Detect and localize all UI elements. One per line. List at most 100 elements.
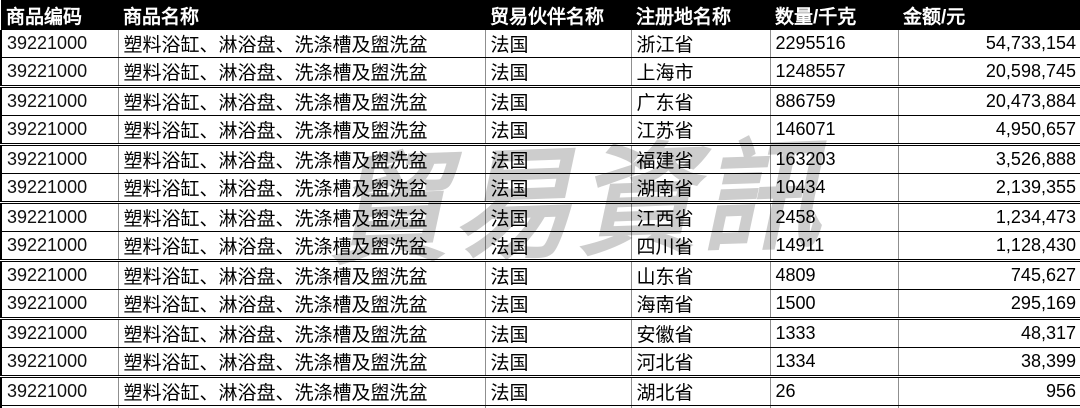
cell-amount[interactable]: 54,733,154 [898, 30, 1080, 58]
cell-product-code[interactable]: 39221000 [0, 86, 119, 116]
cell-trade-partner[interactable]: 法国 [485, 376, 632, 406]
cell-trade-partner[interactable]: 法国 [485, 30, 632, 58]
table-row: 39221000 塑料浴缸、淋浴盘、洗涤槽及盥洗盆 法国 海南省 1500 295,169 [0, 289, 1080, 320]
cell-quantity[interactable]: 14911 [770, 231, 899, 262]
cell-amount[interactable]: 2,139,355 [898, 173, 1080, 204]
cell-product-name[interactable]: 塑料浴缸、淋浴盘、洗涤槽及盥洗盆 [118, 347, 486, 378]
table-row: 39221000 塑料浴缸、淋浴盘、洗涤槽及盥洗盆 法国 广东省 886759 20,47… [0, 86, 1080, 116]
cell-trade-partner[interactable]: 法国 [485, 86, 632, 116]
cell-amount[interactable]: 956 [898, 376, 1080, 406]
cell-product-code[interactable]: 39221000 [0, 347, 119, 378]
cell-product-code[interactable]: 39221000 [0, 144, 119, 174]
cell-product-name[interactable]: 塑料浴缸、淋浴盘、洗涤槽及盥洗盆 [118, 173, 486, 204]
cell-product-name[interactable]: 塑料浴缸、淋浴盘、洗涤槽及盥洗盆 [118, 376, 486, 406]
cell-region[interactable]: 江苏省 [631, 115, 771, 146]
cell-product-name[interactable]: 塑料浴缸、淋浴盘、洗涤槽及盥洗盆 [118, 202, 486, 232]
cell-amount[interactable]: 20,473,884 [898, 86, 1080, 116]
cell-amount[interactable]: 1,128,430 [898, 231, 1080, 262]
col-header-product-code[interactable]: 商品编码 [1, 0, 118, 30]
cell-product-name[interactable]: 塑料浴缸、淋浴盘、洗涤槽及盥洗盆 [118, 405, 486, 408]
cell-product-code[interactable]: 39221000 [0, 376, 119, 406]
col-header-region[interactable]: 注册地名称 [631, 0, 770, 30]
cell-trade-partner[interactable]: 法国 [485, 144, 632, 174]
cell-product-name[interactable]: 塑料浴缸、淋浴盘、洗涤槽及盥洗盆 [118, 231, 486, 262]
cell-trade-partner[interactable]: 法国 [485, 57, 632, 88]
cell-trade-partner[interactable]: 法国 [485, 405, 632, 408]
cell-product-code[interactable]: 39221000 [0, 30, 119, 58]
cell-amount[interactable]: 4,950,657 [898, 115, 1080, 146]
cell-product-name[interactable]: 塑料浴缸、淋浴盘、洗涤槽及盥洗盆 [118, 30, 486, 58]
cell-quantity[interactable]: 10434 [770, 173, 899, 204]
cell-quantity[interactable]: 163203 [770, 144, 899, 174]
cell-quantity[interactable]: 4809 [770, 260, 899, 290]
cell-product-code[interactable]: 39221000 [0, 173, 119, 204]
cell-quantity[interactable]: 1333 [770, 318, 899, 348]
cell-product-name[interactable]: 塑料浴缸、淋浴盘、洗涤槽及盥洗盆 [118, 260, 486, 290]
cell-quantity[interactable]: 1334 [770, 347, 899, 378]
cell-trade-partner[interactable]: 法国 [485, 260, 632, 290]
cell-quantity[interactable]: 26 [770, 376, 899, 406]
cell-amount[interactable]: 1,234,473 [898, 202, 1080, 232]
table-row: 39221000 塑料浴缸、淋浴盘、洗涤槽及盥洗盆 法国 湖北省 26 956 [0, 376, 1080, 406]
cell-quantity[interactable]: 1248557 [770, 57, 899, 88]
cell-region[interactable]: 福建省 [631, 144, 771, 174]
cell-region[interactable]: 江西省 [631, 202, 771, 232]
cell-product-code[interactable]: 39221000 [0, 318, 119, 348]
cell-product-code[interactable]: 39221000 [0, 202, 119, 232]
cell-product-code[interactable]: 39221000 [0, 231, 119, 262]
cell-amount[interactable]: 38,399 [898, 347, 1080, 378]
col-header-product-name[interactable]: 商品名称 [118, 0, 485, 30]
col-header-quantity[interactable]: 数量/千克 [770, 0, 898, 30]
cell-quantity[interactable]: 2295516 [770, 30, 899, 58]
cell-trade-partner[interactable]: 法国 [485, 231, 632, 262]
cell-quantity[interactable]: 2458 [770, 202, 899, 232]
cell-region[interactable]: 海南省 [631, 289, 771, 320]
cell-product-code[interactable]: 39221000 [0, 260, 119, 290]
cell-trade-partner[interactable]: 法国 [485, 202, 632, 232]
cell-trade-partner[interactable]: 法国 [485, 347, 632, 378]
cell-region[interactable]: 湖北省 [631, 376, 771, 406]
cell-amount[interactable]: 20,598,745 [898, 57, 1080, 88]
table-row: 39221000 塑料浴缸、淋浴盘、洗涤槽及盥洗盆 法国 上海市 1248557 20,5… [0, 57, 1080, 88]
cell-region[interactable]: 浙江省 [631, 30, 771, 58]
cell-quantity[interactable]: 1500 [770, 289, 899, 320]
cell-region[interactable]: 湖南省 [631, 173, 771, 204]
cell-product-code[interactable]: 39221000 [0, 57, 119, 88]
cell-amount[interactable]: 48,317 [898, 318, 1080, 348]
cell-region[interactable]: 广东省 [631, 86, 771, 116]
cell-quantity[interactable]: 4 [770, 405, 899, 408]
table-row: 39221000 塑料浴缸、淋浴盘、洗涤槽及盥洗盆 法国 安徽省 1333 48,317 [0, 318, 1080, 348]
cell-product-name[interactable]: 塑料浴缸、淋浴盘、洗涤槽及盥洗盆 [118, 115, 486, 146]
cell-region[interactable]: 山东省 [631, 260, 771, 290]
cell-amount[interactable]: 3,526,888 [898, 144, 1080, 174]
cell-region[interactable]: 河北省 [631, 347, 771, 378]
cell-product-name[interactable]: 塑料浴缸、淋浴盘、洗涤槽及盥洗盆 [118, 144, 486, 174]
cell-product-name[interactable]: 塑料浴缸、淋浴盘、洗涤槽及盥洗盆 [118, 289, 486, 320]
cell-region[interactable]: 黑龙江省 [631, 405, 771, 408]
table-row: 39221000 塑料浴缸、淋浴盘、洗涤槽及盥洗盆 法国 山东省 4809 745,627 [0, 260, 1080, 290]
cell-amount[interactable]: 295,169 [898, 289, 1080, 320]
col-header-trade-partner[interactable]: 贸易伙伴名称 [485, 0, 631, 30]
cell-region[interactable]: 上海市 [631, 57, 771, 88]
cell-product-code[interactable]: 39221000 [0, 289, 119, 320]
cell-trade-partner[interactable]: 法国 [485, 173, 632, 204]
cell-amount[interactable]: 357 [898, 405, 1080, 408]
table-row: 39221000 塑料浴缸、淋浴盘、洗涤槽及盥洗盆 法国 四川省 14911 1,128,… [0, 231, 1080, 262]
table-body: 39221000 塑料浴缸、淋浴盘、洗涤槽及盥洗盆 法国 浙江省 2295516 54,7… [0, 30, 1080, 408]
cell-product-code[interactable]: 39221000 [0, 405, 119, 408]
cell-product-name[interactable]: 塑料浴缸、淋浴盘、洗涤槽及盥洗盆 [118, 57, 486, 88]
cell-region[interactable]: 四川省 [631, 231, 771, 262]
cell-trade-partner[interactable]: 法国 [485, 318, 632, 348]
cell-product-name[interactable]: 塑料浴缸、淋浴盘、洗涤槽及盥洗盆 [118, 318, 486, 348]
cell-product-code[interactable]: 39221000 [0, 115, 119, 146]
cell-region[interactable]: 安徽省 [631, 318, 771, 348]
cell-trade-partner[interactable]: 法国 [485, 115, 632, 146]
cell-product-name[interactable]: 塑料浴缸、淋浴盘、洗涤槽及盥洗盆 [118, 86, 486, 116]
col-header-amount[interactable]: 金额/元 [898, 0, 1080, 30]
cell-amount[interactable]: 745,627 [898, 260, 1080, 290]
cell-trade-partner[interactable]: 法国 [485, 289, 632, 320]
cell-quantity[interactable]: 146071 [770, 115, 899, 146]
cell-quantity[interactable]: 886759 [770, 86, 899, 116]
